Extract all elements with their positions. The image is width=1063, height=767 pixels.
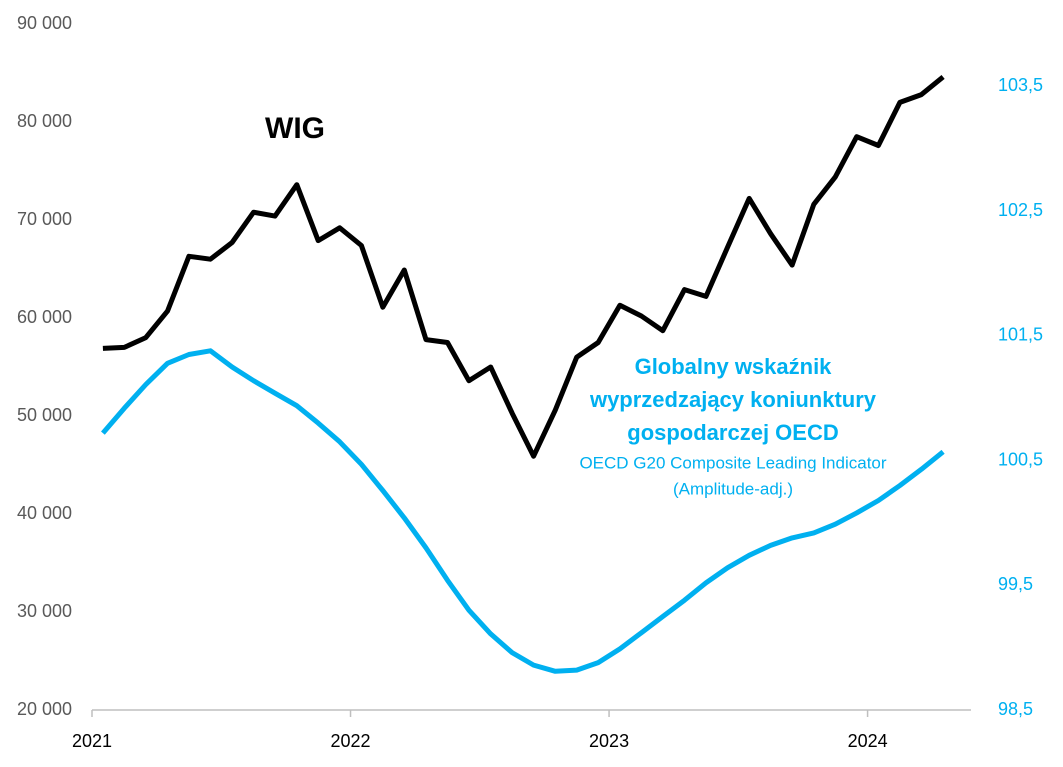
x-tick-label: 2023 (589, 731, 629, 751)
y-tick-label: 90 000 (17, 13, 72, 33)
x-tick-label: 2022 (331, 731, 371, 751)
x-tick-label: 2024 (848, 731, 888, 751)
y2-tick-label: 101,5 (998, 325, 1043, 345)
y2-tick-label: 100,5 (998, 449, 1043, 469)
series-annotation: Globalny wskaźnik (635, 354, 833, 379)
y2-tick-label: 98,5 (998, 699, 1033, 719)
series-annotation: OECD G20 Composite Leading Indicator (579, 453, 886, 472)
y2-tick-label: 99,5 (998, 574, 1033, 594)
y-tick-label: 80 000 (17, 111, 72, 131)
y-tick-label: 40 000 (17, 503, 72, 523)
y-tick-label: 70 000 (17, 209, 72, 229)
y2-tick-label: 103,5 (998, 75, 1043, 95)
series-annotation: (Amplitude-adj.) (673, 479, 793, 498)
y-tick-label: 20 000 (17, 699, 72, 719)
y-tick-label: 50 000 (17, 405, 72, 425)
series-line (101, 348, 945, 674)
y-tick-label: 60 000 (17, 307, 72, 327)
series-line (102, 74, 945, 459)
series-annotation: wyprzedzający koniunktury (589, 387, 877, 412)
series-annotation: gospodarczej OECD (627, 420, 838, 445)
y2-tick-label: 102,5 (998, 200, 1043, 220)
series-label: WIG (265, 112, 325, 145)
y-tick-label: 30 000 (17, 601, 72, 621)
x-tick-label: 2021 (72, 731, 112, 751)
